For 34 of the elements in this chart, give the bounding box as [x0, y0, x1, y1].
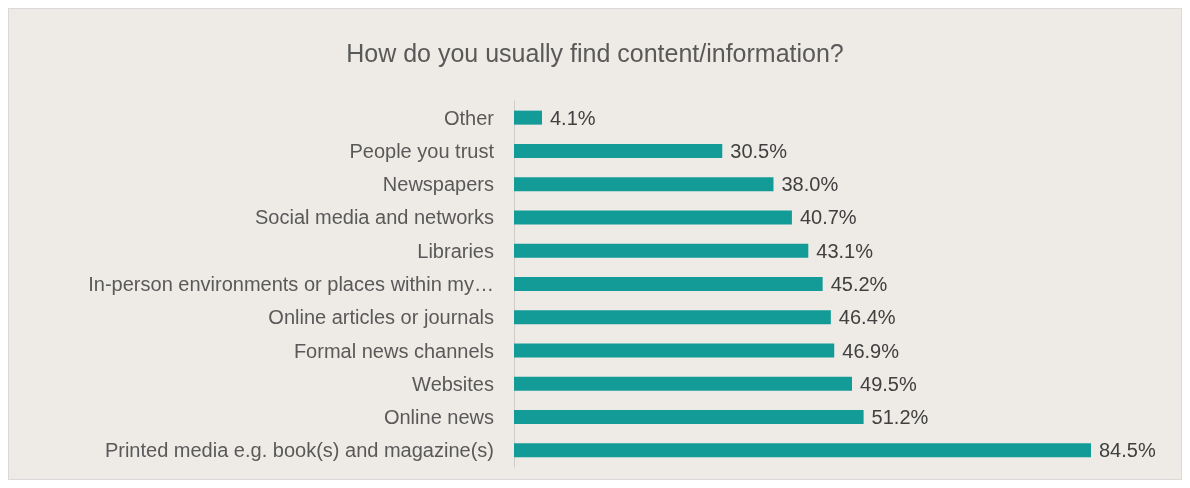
- data-label: 45.2%: [830, 273, 888, 295]
- y-tick-label: Social media and networks: [254, 206, 494, 229]
- y-tick-label: Other: [443, 106, 495, 129]
- bar: [514, 343, 835, 358]
- bar: [514, 277, 823, 291]
- y-tick-label: Websites: [412, 372, 494, 395]
- bar: [514, 210, 792, 225]
- data-label: 40.7%: [799, 206, 857, 229]
- bar: [514, 110, 542, 125]
- data-label: 38.0%: [781, 173, 839, 196]
- bar: [514, 177, 774, 192]
- bar: [514, 243, 809, 258]
- data-label: 49.5%: [860, 372, 917, 395]
- data-label: 46.9%: [842, 339, 900, 362]
- data-label: 46.4%: [838, 306, 896, 329]
- data-label: 30.5%: [730, 139, 788, 162]
- y-tick-label: People you trust: [349, 139, 495, 162]
- y-tick-label: Libraries: [417, 239, 494, 262]
- y-tick-label: Printed media e.g. book(s) and magazine(s): [104, 439, 494, 462]
- bar: [514, 443, 1091, 458]
- data-label: 84.5%: [1099, 439, 1156, 462]
- y-tick-label: Online articles or journals: [268, 306, 494, 329]
- y-tick-label: Newspapers: [382, 173, 494, 196]
- chart-title: How do you usually find content/information?: [346, 38, 844, 67]
- data-label: 4.1%: [550, 106, 596, 129]
- bar: [514, 143, 723, 158]
- data-label: 51.2%: [871, 406, 929, 429]
- y-tick-label: Formal news channels: [293, 339, 494, 362]
- bar: [514, 310, 831, 325]
- bar: [514, 410, 864, 425]
- y-tick-label: Online news: [383, 406, 494, 429]
- y-tick-label: In-person environments or places within my…: [88, 273, 494, 295]
- data-label: 43.1%: [816, 239, 874, 262]
- bar: [514, 376, 853, 391]
